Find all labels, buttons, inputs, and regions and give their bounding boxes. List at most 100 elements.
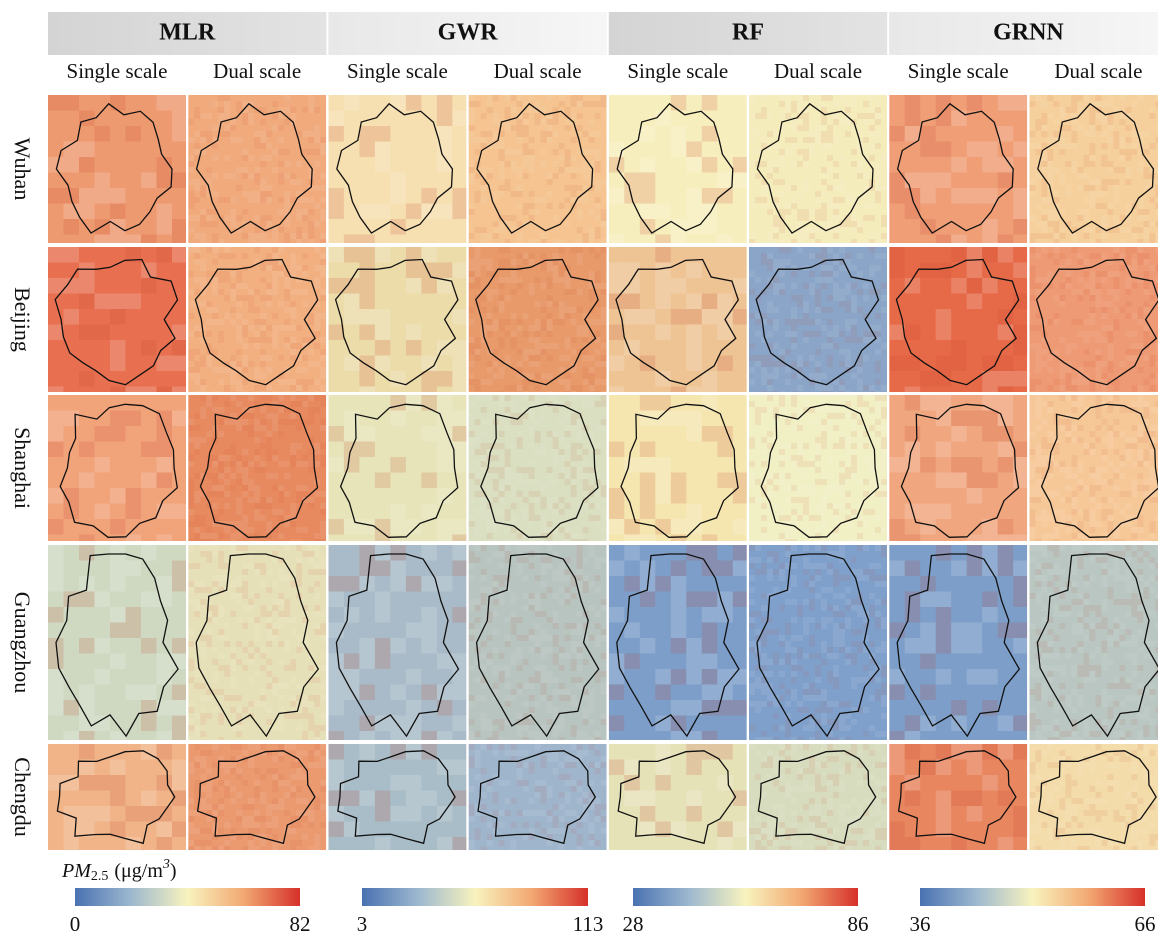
map-pixel <box>1083 289 1089 295</box>
map-pixel <box>529 503 535 509</box>
map-pixel <box>248 659 254 665</box>
map-pixel <box>1089 197 1095 203</box>
map-pixel <box>278 683 284 689</box>
map-pixel <box>1149 431 1155 437</box>
map-pixel <box>863 137 869 143</box>
map-pixel <box>779 149 785 155</box>
map-pixel <box>224 113 230 119</box>
map-pixel <box>1065 527 1071 533</box>
map-pixel <box>499 563 505 569</box>
map-pixel <box>827 221 833 227</box>
map-pixel <box>583 331 589 337</box>
map-pixel <box>595 331 601 337</box>
map-pixel <box>320 653 326 659</box>
map-pixel <box>110 309 126 325</box>
map-pixel <box>577 331 583 337</box>
map-pixel <box>821 209 827 215</box>
map-pixel <box>577 125 583 131</box>
map-pixel <box>481 569 487 575</box>
map-pixel <box>437 204 453 220</box>
map-pixel <box>284 617 290 623</box>
map-pixel <box>1029 533 1035 539</box>
map-pixel <box>469 119 475 125</box>
map-pixel <box>64 309 80 325</box>
map-pixel <box>815 479 821 485</box>
map-pixel <box>469 349 475 355</box>
map-pixel <box>236 497 242 503</box>
map-pixel <box>236 295 242 301</box>
map-pixel <box>529 683 535 689</box>
map-pixel <box>967 278 983 294</box>
map-pixel <box>761 379 767 385</box>
map-pixel <box>206 635 212 641</box>
map-pixel <box>452 426 468 442</box>
map-pixel <box>359 519 375 535</box>
row-label: Shanghai <box>10 427 35 509</box>
map-pixel <box>320 665 326 671</box>
map-pixel <box>1029 143 1035 149</box>
map-pixel <box>290 419 296 425</box>
map-pixel <box>481 503 487 509</box>
map-pixel <box>487 533 493 539</box>
map-pixel <box>359 142 375 158</box>
map-pixel <box>481 725 487 731</box>
map-pixel <box>499 173 505 179</box>
map-pixel <box>188 155 194 161</box>
map-pixel <box>845 413 851 419</box>
map-pixel <box>1041 539 1047 545</box>
map-pixel <box>1077 533 1083 539</box>
map-pixel <box>517 277 523 283</box>
map-pixel <box>172 356 188 372</box>
map-pixel <box>1137 307 1143 313</box>
map-pixel <box>1035 379 1041 385</box>
map-pixel <box>869 563 875 569</box>
map-pixel <box>230 221 236 227</box>
map-pixel <box>1143 539 1149 545</box>
map-pixel <box>242 545 248 551</box>
map-pixel <box>290 343 296 349</box>
map-pixel <box>809 271 815 277</box>
map-pixel <box>266 395 272 401</box>
map-pixel <box>1029 343 1035 349</box>
map-pixel <box>290 271 296 277</box>
map-pixel <box>1113 319 1119 325</box>
map-pixel <box>967 488 983 504</box>
map-pixel <box>541 443 547 449</box>
map-pixel <box>218 331 224 337</box>
map-pixel <box>839 361 845 367</box>
map-pixel <box>141 545 157 561</box>
map-pixel <box>212 533 218 539</box>
map-pixel <box>1013 638 1028 654</box>
map-pixel <box>827 617 833 623</box>
map-pixel <box>110 95 126 111</box>
map-pixel <box>815 515 821 521</box>
map-pixel <box>328 247 344 263</box>
map-pixel <box>1125 313 1131 319</box>
map-pixel <box>779 271 785 277</box>
map-pixel <box>982 278 998 294</box>
map-pixel <box>875 695 881 701</box>
map-pixel <box>320 197 326 203</box>
map-pixel <box>857 307 863 313</box>
map-pixel <box>1119 307 1125 313</box>
map-pixel <box>320 233 326 239</box>
map-pixel <box>1107 119 1113 125</box>
map-pixel <box>284 343 290 349</box>
map-pixel <box>290 677 296 683</box>
map-pixel <box>595 283 601 289</box>
map-pixel <box>390 188 406 204</box>
map-pixel <box>254 367 260 373</box>
map-pixel <box>624 294 640 310</box>
map-pixel <box>845 617 851 623</box>
map-pixel <box>1077 173 1083 179</box>
map-pixel <box>1131 599 1137 605</box>
map-pixel <box>218 253 224 259</box>
map-pixel <box>791 295 797 301</box>
map-pixel <box>272 401 278 407</box>
map-pixel <box>541 265 547 271</box>
map-pixel <box>640 638 656 654</box>
map-pixel <box>359 545 375 561</box>
map-pixel <box>200 581 206 587</box>
map-pixel <box>194 605 200 611</box>
map-pixel <box>266 683 272 689</box>
